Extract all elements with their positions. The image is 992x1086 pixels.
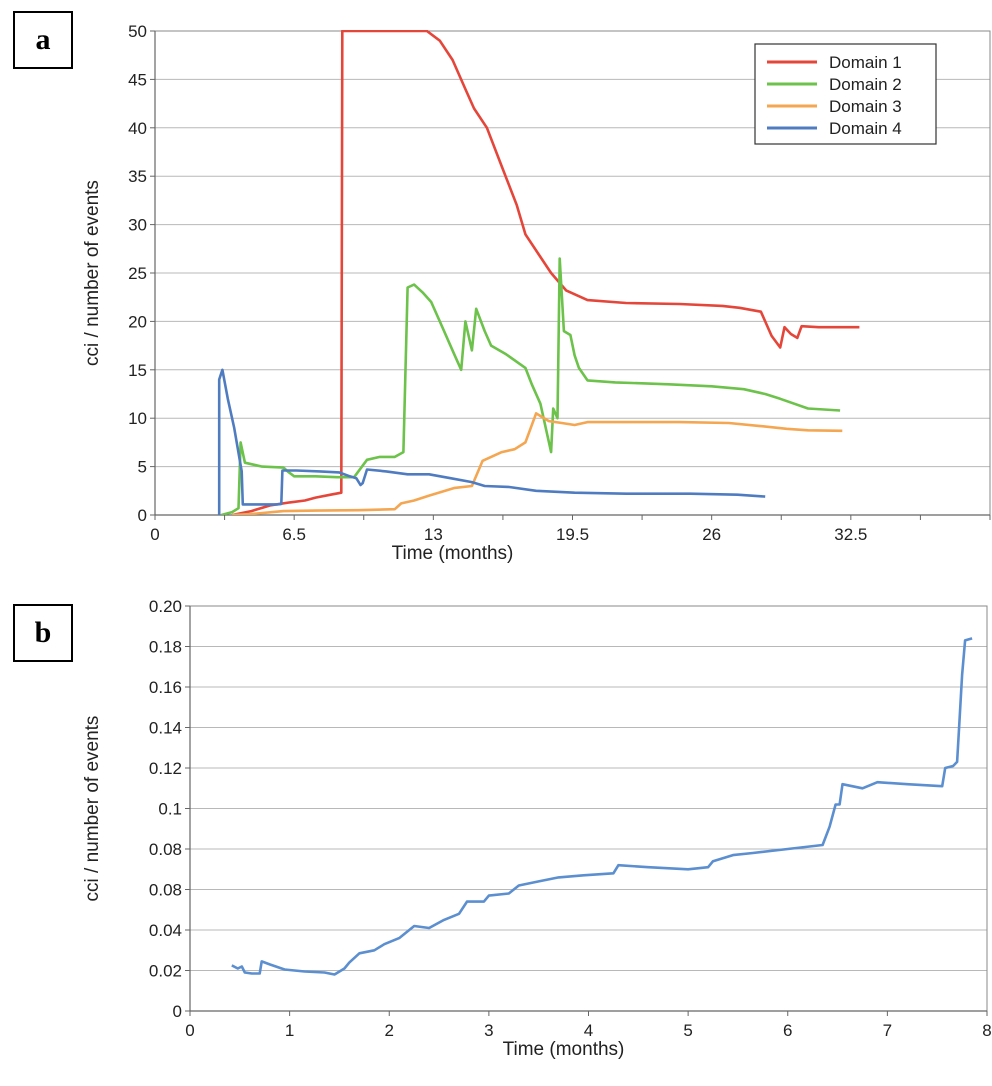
y-tick-label: 0.04 — [149, 921, 182, 940]
y-tick-label: 25 — [128, 264, 147, 283]
x-tick-label: 19.5 — [556, 525, 589, 544]
series-line-domain-2 — [221, 257, 841, 515]
y-axis-title: cci / number of events — [82, 716, 103, 902]
y-tick-label: 5 — [138, 458, 147, 477]
x-tick-label: 3 — [484, 1021, 493, 1040]
y-tick-label: 10 — [128, 409, 147, 428]
series-line-domain-3 — [232, 412, 843, 515]
legend-label: Domain 2 — [829, 75, 902, 94]
y-tick-label: 15 — [128, 361, 147, 380]
x-tick-label: 26 — [702, 525, 721, 544]
x-tick-label: 0 — [185, 1021, 194, 1040]
legend-label: Domain 1 — [829, 53, 902, 72]
y-tick-label: 0 — [173, 1002, 182, 1021]
y-tick-label: 40 — [128, 119, 147, 138]
x-tick-label: 7 — [883, 1021, 892, 1040]
y-tick-label: 30 — [128, 216, 147, 235]
y-axis-title: cci / number of events — [82, 180, 103, 366]
series-line-domain-4 — [217, 368, 766, 515]
y-tick-label: 45 — [128, 70, 147, 89]
x-tick-label: 13 — [424, 525, 443, 544]
panel-label-a: a — [13, 11, 73, 69]
panel-label-b: b — [13, 604, 73, 662]
x-tick-label: 0 — [150, 525, 159, 544]
y-tick-label: 0 — [138, 506, 147, 525]
series-line-domain-1 — [231, 30, 860, 515]
y-tick-label: 0.12 — [149, 759, 182, 778]
x-tick-label: 5 — [683, 1021, 692, 1040]
legend-label: Domain 4 — [829, 119, 902, 138]
x-tick-label: 4 — [584, 1021, 593, 1040]
y-tick-label: 0.18 — [149, 638, 182, 657]
legend-label: Domain 3 — [829, 97, 902, 116]
y-tick-label: 0.14 — [149, 719, 182, 738]
series-line — [231, 637, 973, 976]
x-axis-title: Time (months) — [392, 543, 514, 564]
y-tick-label: 0.20 — [149, 597, 182, 616]
x-tick-label: 32.5 — [834, 525, 867, 544]
chart-a: 0 5 10 15 20 25 30 35 40 45 50 0 6.5 13 19.5 26 32.5 Time… — [82, 22, 991, 564]
y-tick-label: 50 — [128, 22, 147, 41]
x-tick-label: 1 — [285, 1021, 294, 1040]
x-tick-label: 2 — [385, 1021, 394, 1040]
chart-b: 0 0.02 0.04 0.08 0.08 0.1 0.12 0.14 0.16 0.18 0.20… — [82, 597, 992, 1060]
y-tick-label: 0.08 — [149, 881, 182, 900]
y-tick-label: 0.08 — [149, 840, 182, 859]
x-axis-title: Time (months) — [503, 1039, 625, 1060]
y-tick-label: 20 — [128, 312, 147, 331]
y-tick-label: 0.16 — [149, 678, 182, 697]
y-tick-label: 35 — [128, 167, 147, 186]
y-tick-label: 0.02 — [149, 962, 182, 981]
x-tick-label: 6 — [783, 1021, 792, 1040]
y-tick-label: 0.1 — [158, 800, 182, 819]
x-tick-label: 6.5 — [282, 525, 306, 544]
x-tick-label: 8 — [982, 1021, 991, 1040]
